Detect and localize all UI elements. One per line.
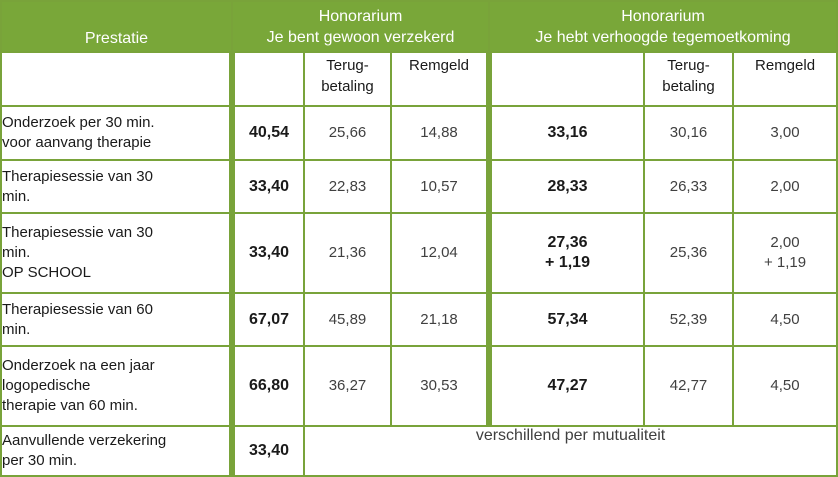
remgeld-verhoogd: 3,00 xyxy=(732,105,838,161)
subheader-terugbetaling-2: Terug- betaling xyxy=(643,51,735,107)
header-group1-line2: Je bent gewoon verzekerd xyxy=(266,28,455,46)
remgeld-verhoogd: 4,50 xyxy=(732,292,838,347)
header-group-verhoogde-tegemoetkoming: Honorarium Je hebt verhoogde tegemoetkom… xyxy=(488,0,838,53)
honorarium-verhoogd: 57,34 xyxy=(486,292,646,347)
header-row: Prestatie Honorarium Je bent gewoon verz… xyxy=(0,0,838,53)
terugbetaling-verhoogd: 26,33 xyxy=(643,159,735,214)
table-row: Onderzoek na een jaar logopedische therapi… xyxy=(0,345,838,427)
terugbetaling-verhoogd: 30,16 xyxy=(643,105,735,161)
terugbetaling-verhoogd: 42,77 xyxy=(643,345,735,427)
subheader-remgeld-1: Remgeld xyxy=(389,51,491,107)
remgeld-gewoon: 30,53 xyxy=(389,345,491,427)
terugbetaling-verhoogd: 25,36 xyxy=(643,212,735,294)
remgeld-verhoogd: 2,00 + 1,19 xyxy=(732,212,838,294)
terugbetaling-gewoon: 45,89 xyxy=(303,292,392,347)
subheader-empty xyxy=(0,51,233,107)
subheader-honorarium2-empty xyxy=(486,51,646,107)
honorarium-verhoogd: 33,16 xyxy=(486,105,646,161)
remgeld-gewoon: 12,04 xyxy=(389,212,491,294)
table-row: Therapiesessie van 30 min. OP SCHOOL 33,40 2… xyxy=(0,212,838,294)
remgeld-verhoogd: 4,50 xyxy=(732,345,838,427)
table-row-aanvullende-verzekering: Aanvullende verzekering per 30 min. 33,4… xyxy=(0,425,838,477)
header-group2-line1: Honorarium xyxy=(621,7,705,25)
row-label: Therapiesessie van 60 min. xyxy=(0,292,233,347)
honorarium-gewoon: 33,40 xyxy=(229,159,305,214)
row-label: Therapiesessie van 30 min. OP SCHOOL xyxy=(0,212,233,294)
row-label: Therapiesessie van 30 min. xyxy=(0,159,233,214)
row-label: Onderzoek na een jaar logopedische therapi… xyxy=(0,345,233,427)
table-row: Onderzoek per 30 min. voor aanvang therap… xyxy=(0,105,838,161)
header-prestatie: Prestatie xyxy=(0,0,233,53)
mutualiteit-note: verschillend per mutualiteit xyxy=(302,425,838,477)
terugbetaling-gewoon: 36,27 xyxy=(303,345,392,427)
honorarium-verhoogd: 47,27 xyxy=(486,345,646,427)
remgeld-gewoon: 14,88 xyxy=(389,105,491,161)
remgeld-verhoogd: 2,00 xyxy=(732,159,838,214)
honorarium-gewoon: 33,40 xyxy=(229,212,305,294)
terugbetaling-gewoon: 21,36 xyxy=(303,212,392,294)
remgeld-gewoon: 10,57 xyxy=(389,159,491,214)
subheader-remgeld-2: Remgeld xyxy=(732,51,838,107)
table-row: Therapiesessie van 30 min. 33,40 22,83 10,57… xyxy=(0,159,838,214)
terugbetaling-verhoogd: 52,39 xyxy=(643,292,735,347)
honorarium-verhoogd: 28,33 xyxy=(486,159,646,214)
honorarium-gewoon: 66,80 xyxy=(229,345,305,427)
subheader-row: Terug- betaling Remgeld Terug- betaling … xyxy=(0,51,838,107)
terugbetaling-gewoon: 22,83 xyxy=(303,159,392,214)
honorarium-verhoogd: 27,36 + 1,19 xyxy=(486,212,646,294)
header-group1-line1: Honorarium xyxy=(318,7,403,25)
header-group-gewoon-verzekerd: Honorarium Je bent gewoon verzekerd xyxy=(230,0,491,53)
row-label: Onderzoek per 30 min. voor aanvang therap… xyxy=(0,105,233,161)
remgeld-gewoon: 21,18 xyxy=(389,292,491,347)
honorarium-gewoon: 67,07 xyxy=(229,292,305,347)
row-label: Aanvullende verzekering per 30 min. xyxy=(0,425,233,477)
header-group2-line2: Je hebt verhoogde tegemoetkoming xyxy=(535,28,791,46)
honorarium-gewoon: 40,54 xyxy=(229,105,305,161)
table-body: Onderzoek per 30 min. voor aanvang therap… xyxy=(0,105,838,427)
terugbetaling-gewoon: 25,66 xyxy=(303,105,392,161)
table-row: Therapiesessie van 60 min. 67,07 45,89 21,18… xyxy=(0,292,838,347)
honorarium-value: 33,40 xyxy=(229,425,305,477)
subheader-honorarium1-empty xyxy=(229,51,305,107)
subheader-terugbetaling-1: Terug- betaling xyxy=(303,51,392,107)
